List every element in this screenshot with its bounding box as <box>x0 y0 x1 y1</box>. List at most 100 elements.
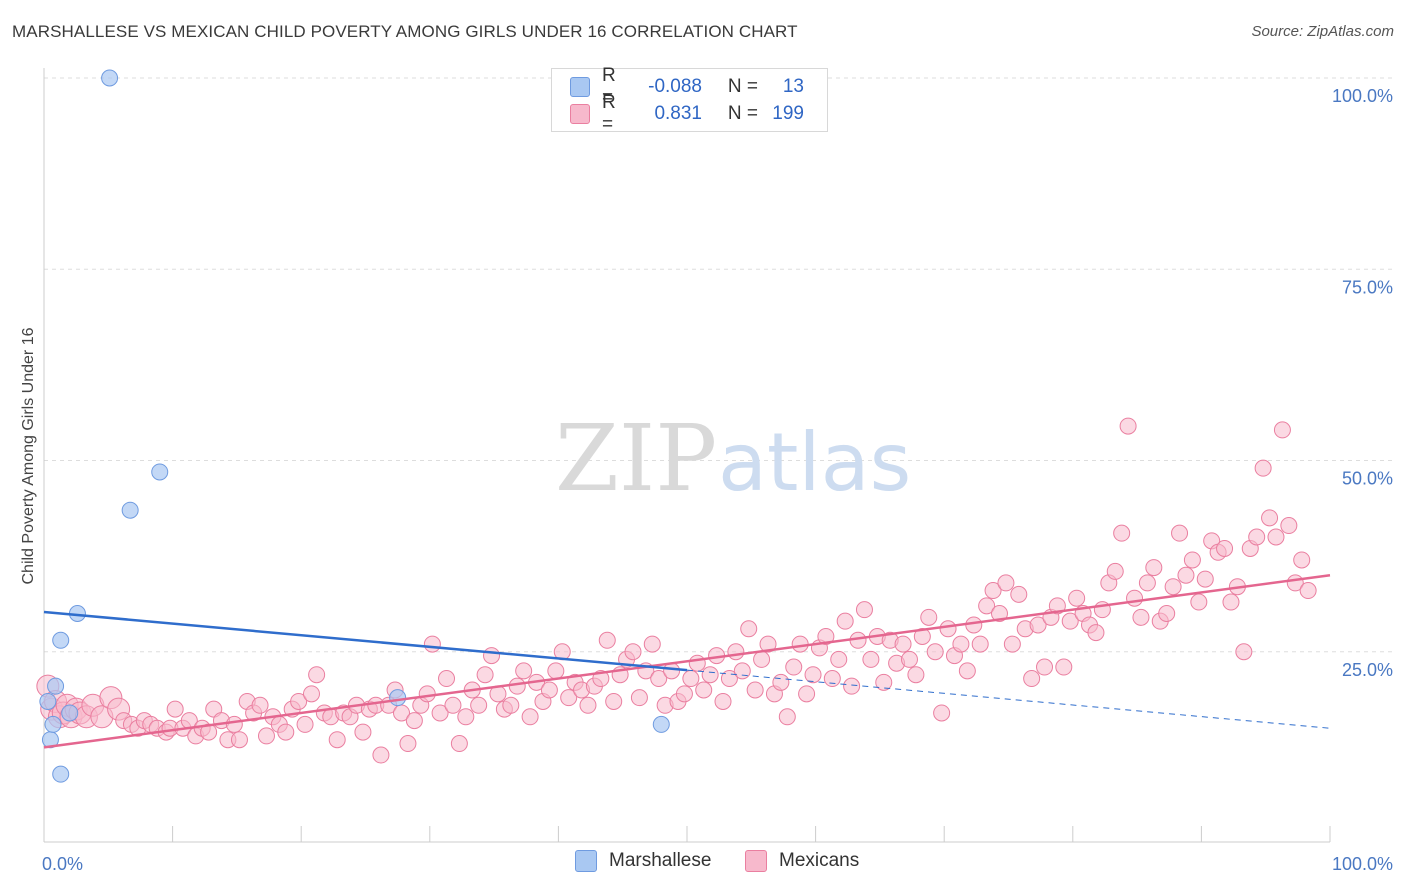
marshallese-points <box>39 69 670 783</box>
mexicans-point <box>1293 551 1311 569</box>
mexicans-point <box>791 635 809 653</box>
mexicans-point <box>727 643 745 661</box>
mexicans-point <box>965 616 983 634</box>
mexicans-point <box>502 696 520 714</box>
marshallese-point <box>44 715 62 733</box>
marshallese-point <box>101 69 119 87</box>
mexicans-point <box>1183 551 1201 569</box>
mexicans-point <box>444 696 462 714</box>
marshallese-point <box>151 463 169 481</box>
mexicans-point <box>1196 570 1214 588</box>
mexicans-point <box>450 735 468 753</box>
mexicans-point <box>926 643 944 661</box>
mexicans-point <box>1036 658 1054 676</box>
mexicans-point <box>1145 559 1163 577</box>
mexicans-point <box>1113 524 1131 542</box>
mexicans-point <box>1235 643 1253 661</box>
legend-item-marshallese[interactable]: Marshallese <box>575 850 711 872</box>
mexicans-point <box>302 685 320 703</box>
legend-r-label: R = <box>602 92 616 135</box>
mexicans-point <box>560 689 578 707</box>
mexicans-point <box>875 673 893 691</box>
mexicans-point <box>778 708 796 726</box>
mexicans-point <box>984 582 1002 600</box>
legend-n-label: N = <box>727 76 758 97</box>
mexicans-point <box>843 677 861 695</box>
mexicans-point <box>257 727 275 745</box>
mexicans-point <box>1087 624 1105 642</box>
mexicans-point <box>733 662 751 680</box>
mexicans-point <box>971 635 989 653</box>
mexicans-point <box>1119 417 1137 435</box>
mexicans-point <box>515 662 533 680</box>
mexicans-point <box>817 627 835 645</box>
mexicans-point <box>759 635 777 653</box>
mexicans-point <box>624 643 642 661</box>
mexicans-point <box>894 635 912 653</box>
mexicans-point <box>1023 670 1041 688</box>
x-tick-label-min: 0.0% <box>42 854 83 874</box>
mexicans-trend-line <box>43 574 1331 749</box>
x-tick-label-max: 100.0% <box>1332 854 1393 874</box>
y-axis-label: Child Poverty Among Girls Under 16 <box>20 327 37 584</box>
mexicans-point <box>1248 528 1266 546</box>
mexicans-point <box>753 650 771 668</box>
correlation-legend: R = -0.088 N = 13 R = 0.831 N = 199 <box>551 65 828 135</box>
mexicans-point <box>1003 635 1021 653</box>
watermark-atlas: atlas <box>718 416 911 509</box>
mexicans-point <box>328 731 346 749</box>
marshallese-point <box>52 765 70 783</box>
mexicans-point <box>1126 589 1144 607</box>
mexicans-point <box>200 723 218 741</box>
chart-source: Source: ZipAtlas.com <box>1251 23 1394 40</box>
mexicans-point <box>1254 459 1272 477</box>
mexicans-point <box>1190 593 1208 611</box>
mexicans-point <box>1273 421 1291 439</box>
marshallese-point <box>121 501 139 519</box>
mexicans-point <box>1106 562 1124 580</box>
mexicans-point <box>540 681 558 699</box>
marshallese-point <box>389 689 407 707</box>
y-tick-label: 50.0% <box>1342 469 1393 489</box>
mexicans-point <box>1048 597 1066 615</box>
mexicans-point <box>166 700 184 718</box>
mexicans-point <box>521 708 539 726</box>
mexicans-point <box>230 731 248 749</box>
mexicans-point <box>431 704 449 722</box>
legend-r-label: R = <box>602 65 616 108</box>
mexicans-point <box>997 574 1015 592</box>
mexicans-point <box>354 723 372 741</box>
mexicans-point <box>598 631 616 649</box>
mexicans-point <box>1280 517 1298 535</box>
mexicans-point <box>958 662 976 680</box>
legend-swatch-marshallese <box>575 850 597 872</box>
legend-swatch-marshallese <box>570 77 590 97</box>
legend-row-marshallese: R = -0.088 N = 13 <box>570 65 804 108</box>
marshallese-point <box>61 704 79 722</box>
mexicans-point <box>798 685 816 703</box>
legend-item-mexicans[interactable]: Mexicans <box>745 850 859 872</box>
mexicans-point <box>900 650 918 668</box>
mexicans-point <box>1061 612 1079 630</box>
mexicans-point <box>1158 605 1176 622</box>
legend-n-label: N = <box>727 103 758 124</box>
mexicans-point <box>830 650 848 668</box>
tick-labels: 25.0% 50.0% 75.0% 100.0% 0.0% 100.0% <box>42 86 1393 874</box>
legend-row-mexicans: R = 0.831 N = 199 <box>570 92 804 135</box>
mexicans-point <box>1171 524 1189 542</box>
mexicans-point <box>476 666 494 684</box>
mexicans-point <box>1261 509 1279 527</box>
mexicans-point <box>740 620 758 638</box>
mexicans-point <box>277 723 295 741</box>
mexicans-point <box>855 601 873 619</box>
legend-r-value: -0.088 <box>648 76 702 97</box>
mexicans-point <box>225 715 243 733</box>
mexicans-point <box>1010 585 1028 603</box>
mexicans-point <box>804 666 822 684</box>
mexicans-point <box>630 689 648 707</box>
mexicans-point <box>701 666 719 684</box>
mexicans-point <box>1299 582 1317 600</box>
mexicans-point <box>643 635 661 653</box>
y-tick-label: 25.0% <box>1342 660 1393 680</box>
legend-n-value: 13 <box>782 76 804 97</box>
